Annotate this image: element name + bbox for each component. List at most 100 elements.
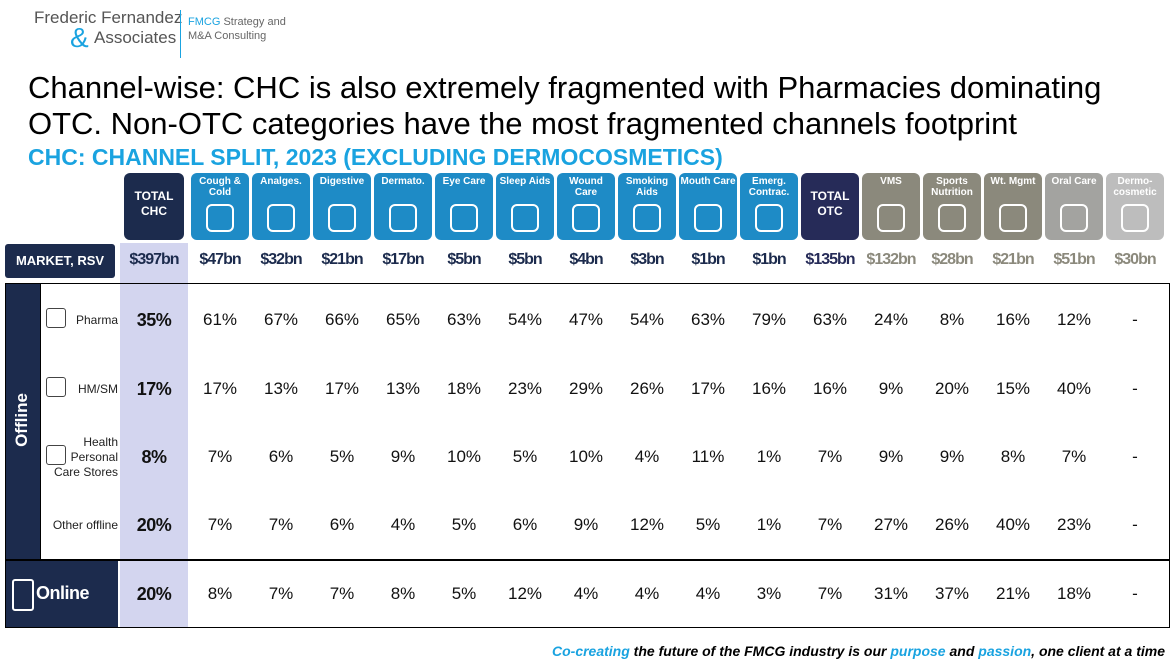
- logo-ampersand: &: [70, 22, 89, 53]
- cell: 13%: [263, 379, 299, 398]
- cell: 8%: [207, 584, 233, 603]
- cell: 5%: [451, 584, 477, 603]
- cell: 18%: [446, 379, 482, 398]
- logo-name: Associates: [94, 28, 177, 47]
- footer-highlight: purpose: [890, 643, 946, 659]
- market-label-box: [5, 244, 115, 278]
- column-icon: [389, 204, 417, 232]
- title-line: OTC. Non-OTC categories have the most fr…: [28, 106, 1018, 141]
- cell: 1%: [756, 447, 782, 466]
- column-icon: [1121, 204, 1149, 232]
- cell: 24%: [873, 310, 909, 329]
- cell: 54%: [507, 310, 543, 329]
- cell: 5%: [329, 447, 355, 466]
- market-value: $21bn: [992, 251, 1034, 268]
- cell: 16%: [751, 379, 787, 398]
- cell: 18%: [1056, 584, 1092, 603]
- cell: 20%: [934, 379, 970, 398]
- cell: 6%: [329, 515, 355, 534]
- cell: 4%: [634, 447, 660, 466]
- cell: 61%: [202, 310, 238, 329]
- column-icon: [1060, 204, 1088, 232]
- footer-highlight: passion: [978, 643, 1032, 659]
- market-value: $1bn: [691, 251, 725, 268]
- row-label: Health Personal Care Stores: [53, 434, 118, 479]
- column-header: Wt. Mgmt: [984, 173, 1042, 240]
- row-label: Other offline: [52, 517, 118, 532]
- cell: 31%: [873, 584, 909, 603]
- offline-divider: [40, 284, 41, 560]
- cell: 5%: [695, 515, 721, 534]
- market-value: $3bn: [630, 251, 664, 268]
- footer-text: the future of the FMCG industry is our: [629, 643, 891, 659]
- logo-tagline: FMCG Strategy and: [188, 16, 286, 28]
- cell: 7%: [817, 584, 843, 603]
- logo-tagline: M&A Consulting: [188, 30, 267, 42]
- cell: -: [1132, 515, 1138, 534]
- table-border: [5, 283, 1170, 628]
- cell: 67%: [263, 310, 299, 329]
- column-name: Emerg. Contrac.: [748, 176, 790, 198]
- cell: 8%: [390, 584, 416, 603]
- column-icon: [511, 204, 539, 232]
- cell: 17%: [690, 379, 726, 398]
- cell: 8%: [141, 447, 167, 467]
- column-header: Eye Care: [435, 173, 493, 240]
- market-value: $32bn: [260, 251, 302, 268]
- market-value: $47bn: [199, 251, 241, 268]
- cell: 20%: [136, 584, 172, 604]
- cell: 23%: [507, 379, 543, 398]
- cell: 11%: [691, 447, 725, 466]
- market-value: $4bn: [569, 251, 603, 268]
- cell: 9%: [878, 379, 904, 398]
- cell: 79%: [751, 310, 787, 329]
- cell: 7%: [268, 584, 294, 603]
- cell: 26%: [934, 515, 970, 534]
- market-value: $5bn: [447, 251, 481, 268]
- cell: 65%: [385, 310, 421, 329]
- tagline-text: Strategy and: [223, 16, 286, 28]
- title: Channel-wise: CHC is also extremely frag…: [28, 70, 1101, 142]
- column-name: TOTAL CHC: [134, 189, 174, 218]
- cell: 12%: [629, 515, 665, 534]
- column-name: Wt. Mgmt: [990, 176, 1036, 187]
- cell: 9%: [878, 447, 904, 466]
- market-value: $397bn: [129, 251, 179, 268]
- cell: 4%: [390, 515, 416, 534]
- cell: 16%: [812, 379, 848, 398]
- tagline-highlight: FMCG: [188, 16, 221, 28]
- cell: -: [1132, 584, 1138, 603]
- column-name: Eye Care: [442, 176, 486, 187]
- logo-name: Frederic Fernandez: [34, 8, 183, 27]
- cell: 63%: [812, 310, 848, 329]
- column-icon: [877, 204, 905, 232]
- column-header: Smoking Aids: [618, 173, 676, 240]
- column-icon: [572, 204, 600, 232]
- column-name: TOTAL OTC: [810, 189, 850, 218]
- column-icon: [206, 204, 234, 232]
- column-name: Smoking Aids: [625, 176, 669, 198]
- cell: 12%: [1056, 310, 1092, 329]
- market-value: $21bn: [321, 251, 363, 268]
- row-label: Pharma: [75, 312, 118, 327]
- footer: Co-creating the future of the FMCG indus…: [552, 643, 1165, 659]
- cell: 9%: [939, 447, 965, 466]
- cell: 17%: [202, 379, 238, 398]
- column-name: Analges.: [260, 176, 302, 187]
- column-icon: [328, 204, 356, 232]
- cell: 37%: [934, 584, 970, 603]
- cell: -: [1132, 447, 1138, 466]
- cell: 7%: [329, 584, 355, 603]
- cell: -: [1132, 379, 1138, 398]
- column-icon: [999, 204, 1027, 232]
- cell: 23%: [1056, 515, 1092, 534]
- cell: 63%: [690, 310, 726, 329]
- offline-band: [6, 284, 40, 560]
- cell: 1%: [756, 515, 782, 534]
- row-icon: [12, 579, 34, 611]
- column-icon: [633, 204, 661, 232]
- cell: 16%: [995, 310, 1031, 329]
- column-header: Cough & Cold: [191, 173, 249, 240]
- market-value: $17bn: [382, 251, 424, 268]
- cell: 4%: [573, 584, 599, 603]
